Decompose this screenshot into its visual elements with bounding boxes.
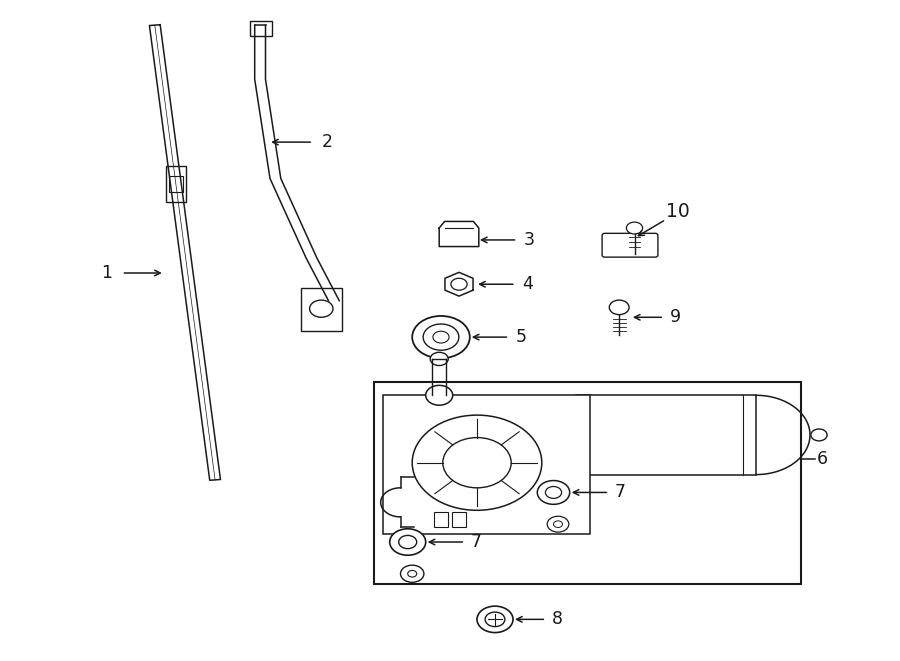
Circle shape bbox=[408, 570, 417, 577]
Bar bbox=[434, 512, 448, 527]
Circle shape bbox=[811, 429, 827, 441]
Circle shape bbox=[537, 481, 570, 504]
Bar bbox=[382, 395, 590, 534]
Circle shape bbox=[451, 278, 467, 290]
Circle shape bbox=[412, 415, 542, 510]
Text: 9: 9 bbox=[670, 308, 680, 327]
Circle shape bbox=[485, 612, 505, 627]
Bar bbox=[302, 288, 342, 330]
Circle shape bbox=[433, 331, 449, 343]
Text: 2: 2 bbox=[322, 133, 333, 151]
Circle shape bbox=[609, 300, 629, 315]
Circle shape bbox=[477, 606, 513, 633]
Circle shape bbox=[310, 300, 333, 317]
Text: 7: 7 bbox=[615, 483, 626, 502]
Bar bbox=[452, 512, 466, 527]
Circle shape bbox=[547, 516, 569, 532]
Circle shape bbox=[626, 222, 643, 234]
Text: 3: 3 bbox=[524, 231, 535, 249]
Circle shape bbox=[443, 438, 511, 488]
Text: 6: 6 bbox=[817, 450, 828, 469]
Circle shape bbox=[430, 352, 448, 366]
Bar bbox=[250, 21, 272, 36]
Text: 4: 4 bbox=[522, 275, 533, 293]
Circle shape bbox=[423, 324, 459, 350]
Circle shape bbox=[426, 385, 453, 405]
Circle shape bbox=[390, 529, 426, 555]
Circle shape bbox=[400, 565, 424, 582]
FancyBboxPatch shape bbox=[602, 233, 658, 257]
Circle shape bbox=[545, 486, 562, 498]
Text: 5: 5 bbox=[516, 328, 526, 346]
Text: 7: 7 bbox=[471, 533, 482, 551]
Bar bbox=[166, 166, 185, 202]
Circle shape bbox=[554, 521, 562, 527]
Text: 8: 8 bbox=[552, 610, 562, 629]
Circle shape bbox=[412, 316, 470, 358]
Bar bbox=[576, 395, 756, 475]
Text: 1: 1 bbox=[102, 264, 112, 282]
Circle shape bbox=[399, 535, 417, 549]
Bar bbox=[168, 176, 183, 192]
Text: 10: 10 bbox=[666, 202, 689, 221]
Bar bbox=[374, 382, 801, 584]
